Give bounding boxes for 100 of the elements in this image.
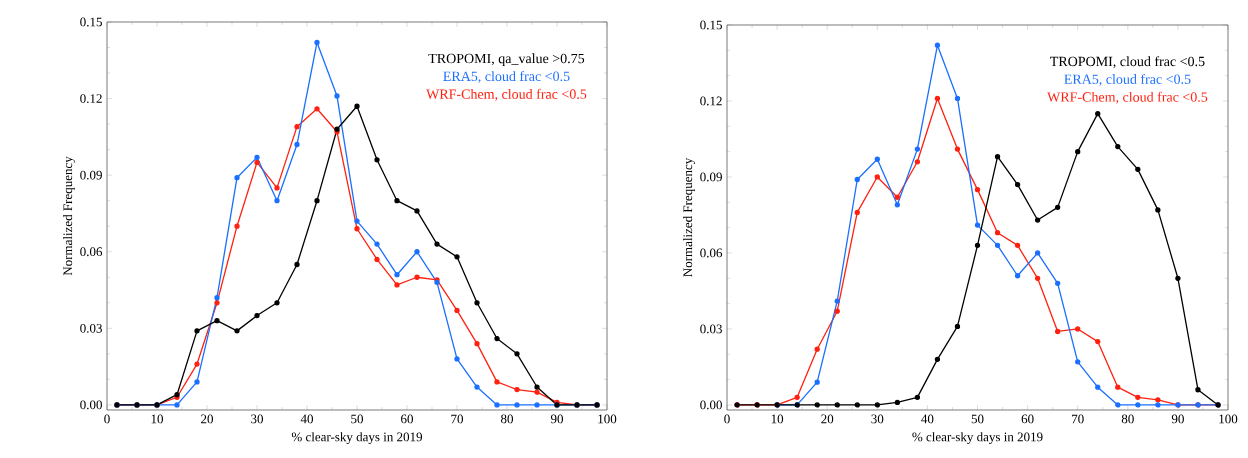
y-tick-label: 0.00	[700, 400, 722, 410]
point	[494, 335, 500, 342]
point	[514, 351, 520, 357]
point	[1115, 143, 1121, 150]
x-axis-title: % clear-sky days in 2019	[912, 432, 1043, 444]
point	[874, 174, 880, 180]
text: ERA5, cloud frac <0.5	[443, 71, 570, 84]
y-tick-label: 0.00	[80, 400, 102, 410]
point	[954, 95, 961, 102]
point	[974, 242, 981, 249]
x-tick-label: 70	[451, 414, 464, 424]
point	[494, 379, 500, 385]
point	[914, 394, 921, 400]
point	[494, 402, 500, 408]
point	[414, 274, 420, 280]
point	[854, 209, 860, 216]
point	[254, 159, 260, 166]
point	[394, 272, 400, 278]
point	[294, 141, 300, 148]
point	[914, 146, 921, 152]
y-tick-label: 0.12	[700, 96, 722, 106]
point	[854, 176, 860, 183]
x-tick-label: 100	[598, 414, 617, 424]
point	[474, 384, 480, 390]
point	[354, 218, 360, 224]
text: ERA5, cloud frac <0.5	[1064, 73, 1191, 86]
point	[1115, 402, 1121, 408]
point	[1095, 338, 1101, 345]
x-tick-label: 50	[351, 414, 364, 424]
point	[994, 242, 1001, 249]
y-axis-title: Normalized Frequency	[63, 156, 75, 276]
point	[814, 379, 820, 385]
x-tick-label: 60	[401, 414, 414, 424]
point	[274, 198, 280, 204]
text: TROPOMI, cloud frac <0.5	[1050, 56, 1205, 69]
x-tick-label: 40	[300, 414, 314, 424]
point	[454, 307, 460, 314]
x-tick-label: 10	[771, 414, 784, 424]
point	[314, 106, 320, 112]
point	[1075, 359, 1081, 365]
point	[794, 394, 800, 400]
point	[254, 154, 260, 160]
point	[954, 146, 961, 152]
point	[1075, 326, 1081, 332]
point	[314, 39, 320, 46]
point	[434, 241, 440, 247]
point	[1055, 280, 1061, 286]
point	[1175, 275, 1181, 281]
x-axis-title: % clear-sky days in 2019	[291, 432, 423, 444]
point	[214, 300, 220, 306]
x-tick-label: 0	[104, 414, 110, 424]
point	[934, 356, 941, 362]
point	[1135, 402, 1141, 408]
point	[174, 402, 180, 408]
point	[934, 42, 941, 48]
point	[534, 402, 540, 408]
point	[854, 402, 860, 408]
x-tick-label: 80	[501, 414, 514, 424]
point	[814, 346, 820, 352]
x-tick-label: 90	[550, 414, 564, 424]
point	[214, 318, 220, 324]
point	[234, 175, 240, 181]
point	[934, 95, 941, 102]
point	[1055, 328, 1061, 335]
y-tick-label: 0.06	[700, 248, 723, 258]
point	[1075, 148, 1081, 155]
point	[834, 308, 840, 314]
point	[194, 328, 200, 334]
text: WRF-Chem, cloud frac <0.5	[1047, 91, 1208, 104]
point	[354, 226, 360, 232]
point	[354, 103, 360, 109]
point	[534, 389, 540, 395]
point	[834, 402, 840, 408]
point	[1055, 204, 1061, 211]
point	[894, 194, 900, 200]
x-tick-label: 20	[821, 414, 834, 424]
point	[374, 256, 380, 263]
x-tick-label: 80	[1121, 414, 1134, 424]
point	[1034, 275, 1041, 281]
text: WRF-Chem, cloud frac <0.5	[426, 88, 587, 101]
point	[1014, 273, 1021, 279]
point	[894, 202, 900, 208]
x-tick-label: 70	[1072, 414, 1084, 424]
y-tick-label: 0.09	[80, 170, 102, 180]
point	[274, 185, 280, 191]
y-tick-label: 0.15	[700, 20, 722, 30]
x-tick-label: 30	[871, 414, 884, 424]
point	[374, 241, 380, 247]
point	[1115, 384, 1121, 390]
point	[974, 186, 981, 193]
point	[234, 223, 240, 229]
y-tick-label: 0.12	[80, 94, 102, 103]
point	[834, 298, 840, 304]
text: TROPOMI, qa_value >0.75	[428, 53, 585, 67]
point	[1155, 402, 1161, 408]
point	[514, 386, 520, 393]
y-tick-label: 0.06	[80, 247, 103, 257]
x-tick-label: 30	[251, 414, 264, 424]
point	[1195, 387, 1201, 393]
point	[1155, 207, 1161, 213]
